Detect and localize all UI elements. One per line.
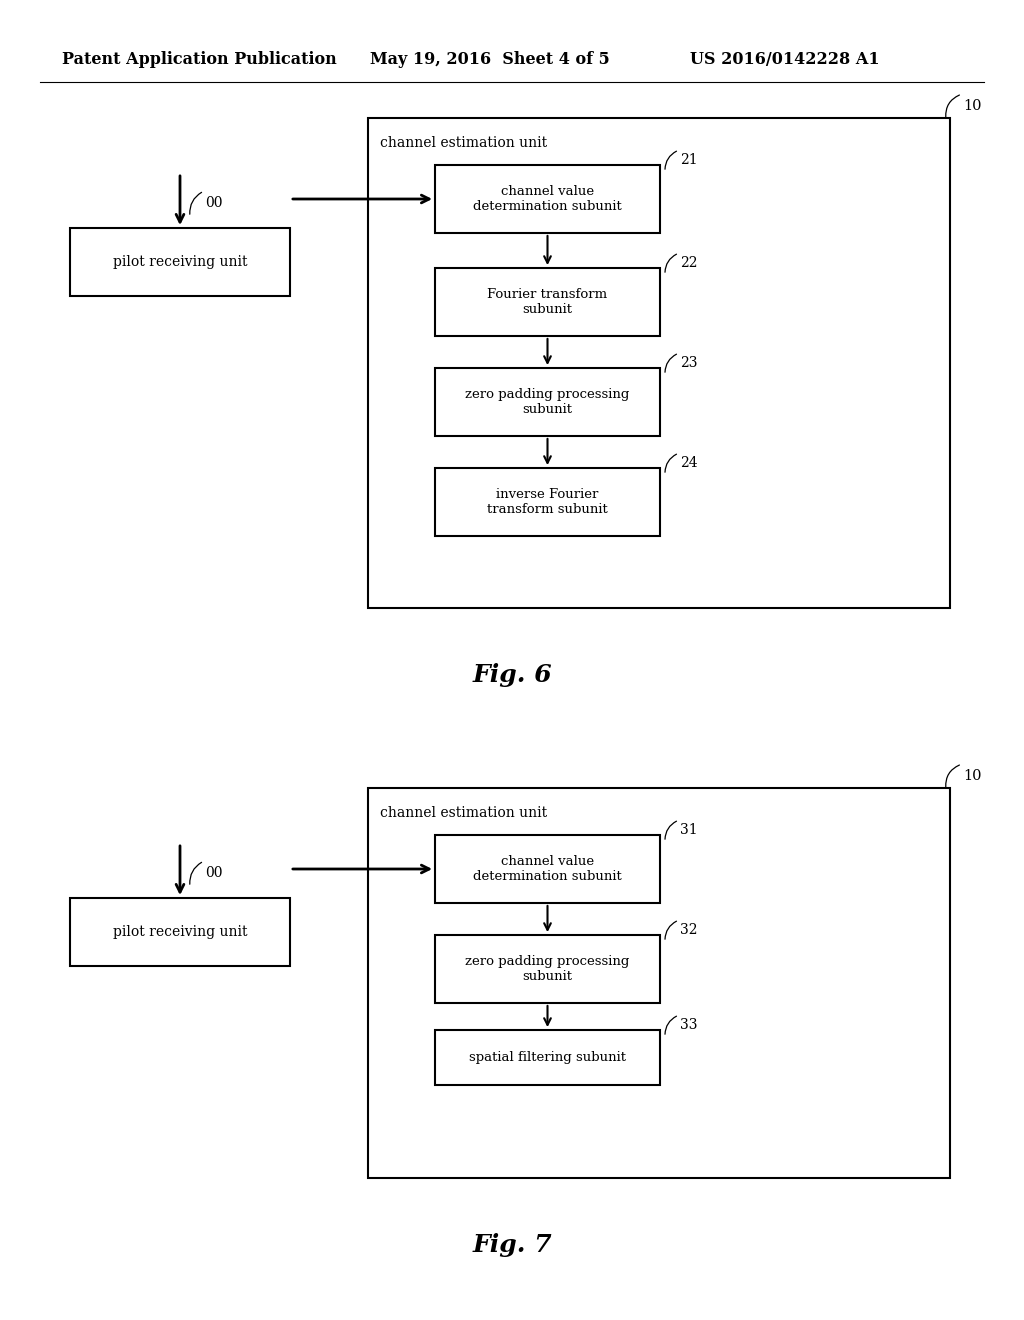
- Text: 10: 10: [963, 99, 981, 114]
- Text: channel estimation unit: channel estimation unit: [380, 807, 547, 820]
- Bar: [368, 117, 950, 609]
- Text: Fourier transform
subunit: Fourier transform subunit: [487, 288, 607, 315]
- Bar: [435, 935, 660, 1003]
- Text: 22: 22: [680, 256, 697, 271]
- Text: Fig. 6: Fig. 6: [472, 663, 552, 686]
- Bar: [435, 469, 660, 536]
- Text: 00: 00: [205, 866, 222, 880]
- Bar: [435, 268, 660, 337]
- Text: May 19, 2016  Sheet 4 of 5: May 19, 2016 Sheet 4 of 5: [370, 51, 609, 69]
- Text: zero padding processing
subunit: zero padding processing subunit: [465, 954, 630, 983]
- Text: channel estimation unit: channel estimation unit: [380, 136, 547, 150]
- Text: US 2016/0142228 A1: US 2016/0142228 A1: [690, 51, 880, 69]
- Bar: [435, 1030, 660, 1085]
- Text: 33: 33: [680, 1018, 697, 1032]
- Bar: [435, 165, 660, 234]
- Text: 00: 00: [205, 195, 222, 210]
- Bar: [435, 836, 660, 903]
- Bar: [368, 788, 950, 1177]
- Text: 10: 10: [963, 770, 981, 783]
- Text: Patent Application Publication: Patent Application Publication: [62, 51, 337, 69]
- Text: pilot receiving unit: pilot receiving unit: [113, 925, 247, 939]
- Text: inverse Fourier
transform subunit: inverse Fourier transform subunit: [487, 488, 608, 516]
- Text: 21: 21: [680, 153, 697, 168]
- Text: 31: 31: [680, 822, 697, 837]
- Text: 23: 23: [680, 356, 697, 370]
- Text: spatial filtering subunit: spatial filtering subunit: [469, 1051, 626, 1064]
- Text: channel value
determination subunit: channel value determination subunit: [473, 855, 622, 883]
- Bar: [435, 368, 660, 436]
- Bar: [70, 228, 290, 296]
- Text: 32: 32: [680, 923, 697, 937]
- Text: zero padding processing
subunit: zero padding processing subunit: [465, 388, 630, 416]
- Bar: [70, 898, 290, 966]
- Text: channel value
determination subunit: channel value determination subunit: [473, 185, 622, 213]
- Text: pilot receiving unit: pilot receiving unit: [113, 255, 247, 269]
- Text: 24: 24: [680, 455, 697, 470]
- Text: Fig. 7: Fig. 7: [472, 1233, 552, 1257]
